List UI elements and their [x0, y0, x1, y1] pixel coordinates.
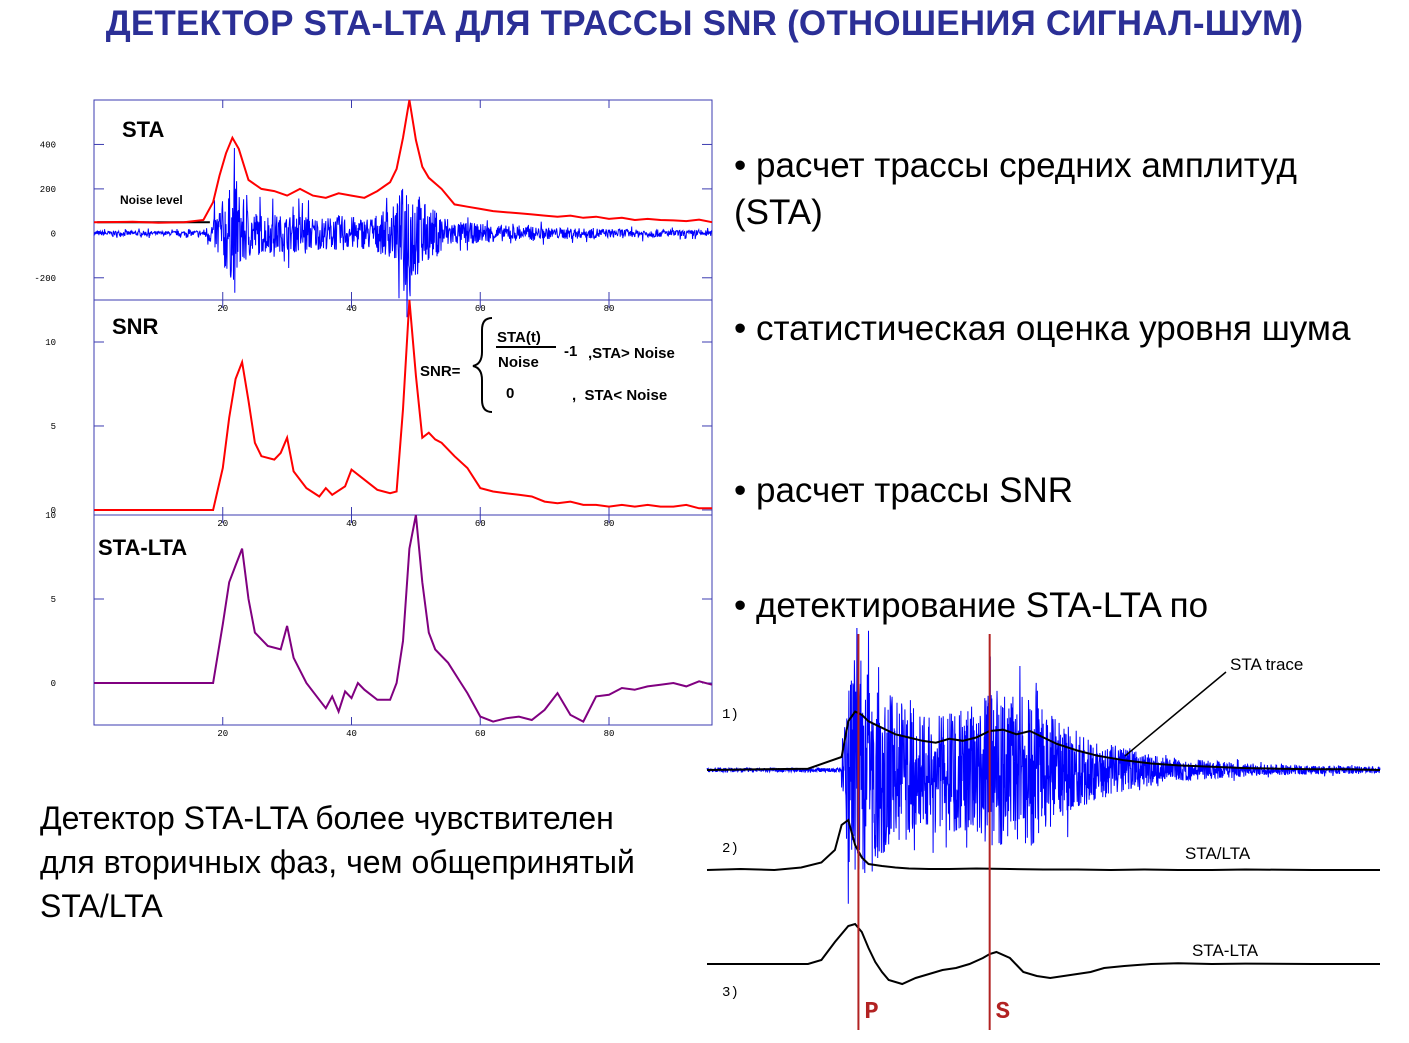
sta-line — [93, 99, 713, 224]
sta-panel-label: STA — [122, 117, 164, 142]
y-tick-label: 10 — [45, 338, 56, 348]
y-tick-label: 0 — [51, 229, 56, 239]
s-marker-label: S — [996, 999, 1010, 1026]
bullet-4: • детектирование STA-LTA по — [734, 582, 1394, 629]
sta-lta-ratio-label: STA/LTA — [1185, 844, 1251, 863]
formula-zero: 0 — [506, 385, 514, 402]
row-label-1: 1) — [722, 707, 739, 723]
sta-lta-ratio-line — [706, 818, 1380, 872]
panel-stalta-frame — [93, 514, 713, 726]
x-tick-label: 40 — [346, 519, 357, 529]
formula-minus-one: -1 — [564, 343, 577, 360]
x-tick-label: 20 — [217, 729, 228, 739]
x-tick-label: 20 — [217, 304, 228, 314]
seismogram-chart: P S STA trace STA/LTA STA-LTA 1) 2) 3) — [706, 628, 1381, 1030]
x-tick-label: 40 — [346, 304, 357, 314]
row-label-2: 2) — [722, 841, 739, 857]
sta-lta-difference-line — [707, 922, 1380, 986]
formula-numerator: STA(t) — [497, 329, 541, 346]
y-tick-label: 400 — [40, 140, 56, 150]
y-tick-label: -200 — [34, 274, 56, 284]
snr-line — [94, 299, 712, 511]
bullet-4-text: • детектирование STA-LTA по — [734, 586, 1209, 625]
x-tick-label: 80 — [604, 729, 615, 739]
y-tick-label: 5 — [51, 595, 56, 605]
formula-lhs: SNR= — [420, 363, 461, 380]
noise-level-label: Noise level — [120, 193, 183, 207]
x-tick-label: 60 — [475, 519, 486, 529]
stalta-panel-label: STA-LTA — [98, 535, 187, 560]
x-tick-label: 20 — [217, 519, 228, 529]
sta-lta-difference-label: STA-LTA — [1192, 941, 1259, 960]
bullet-1-text: • расчет трассы средних амплитуд (STA) — [734, 146, 1297, 232]
sta-trace-label: STA trace — [1230, 655, 1303, 674]
left-chart: 400 200 0 -200 20 40 60 80 10 5 0 20 40 60 80 10 5 0 20 40 6… — [34, 99, 713, 739]
bullet-2-text: • статистическая оценка уровня шума — [734, 309, 1351, 348]
snr-formula: SNR= STA(t) Noise -1 ,STA> Noise 0 , STA… — [420, 317, 675, 413]
bullet-3: • расчет трассы SNR — [734, 467, 1394, 514]
x-tick-label: 60 — [475, 729, 486, 739]
snr-panel-label: SNR — [112, 314, 159, 339]
x-tick-label: 40 — [346, 729, 357, 739]
y-tick-label: 10 — [45, 511, 56, 521]
y-tick-label: 200 — [40, 185, 56, 195]
formula-brace — [472, 317, 493, 413]
formula-denominator: Noise — [498, 354, 539, 371]
y-tick-label: 5 — [51, 422, 56, 432]
bullet-1: • расчет трассы средних амплитуд (STA) — [734, 142, 1394, 236]
formula-condition-1: ,STA> Noise — [588, 345, 675, 362]
y-tick-label: 0 — [51, 679, 56, 689]
x-tick-label: 80 — [604, 304, 615, 314]
row-label-3: 3) — [722, 985, 739, 1001]
sta-trace-line — [706, 710, 1381, 771]
bullet-3-text: • расчет трассы SNR — [734, 471, 1074, 510]
x-tick-label: 80 — [604, 519, 615, 529]
tick-labels: 400 200 0 -200 20 40 60 80 10 5 0 20 40 60 80 10 5 0 20 40 6… — [34, 140, 614, 739]
slide-title: ДЕТЕКТОР STA-LTA ДЛЯ ТРАССЫ SNR (ОТНОШЕН… — [105, 4, 1304, 43]
sta-trace-pointer — [1124, 671, 1227, 757]
p-marker-label: P — [864, 999, 878, 1026]
x-tick-label: 60 — [475, 304, 486, 314]
y-tick-label: 0 — [51, 506, 56, 516]
stalta-line — [94, 514, 713, 723]
sta-seismogram-line — [93, 147, 713, 318]
bottom-note: Детектор STA-LTA более чувствителен для … — [40, 800, 635, 924]
formula-condition-2: , STA< Noise — [572, 387, 667, 404]
bullet-2: • статистическая оценка уровня шума — [734, 305, 1394, 352]
